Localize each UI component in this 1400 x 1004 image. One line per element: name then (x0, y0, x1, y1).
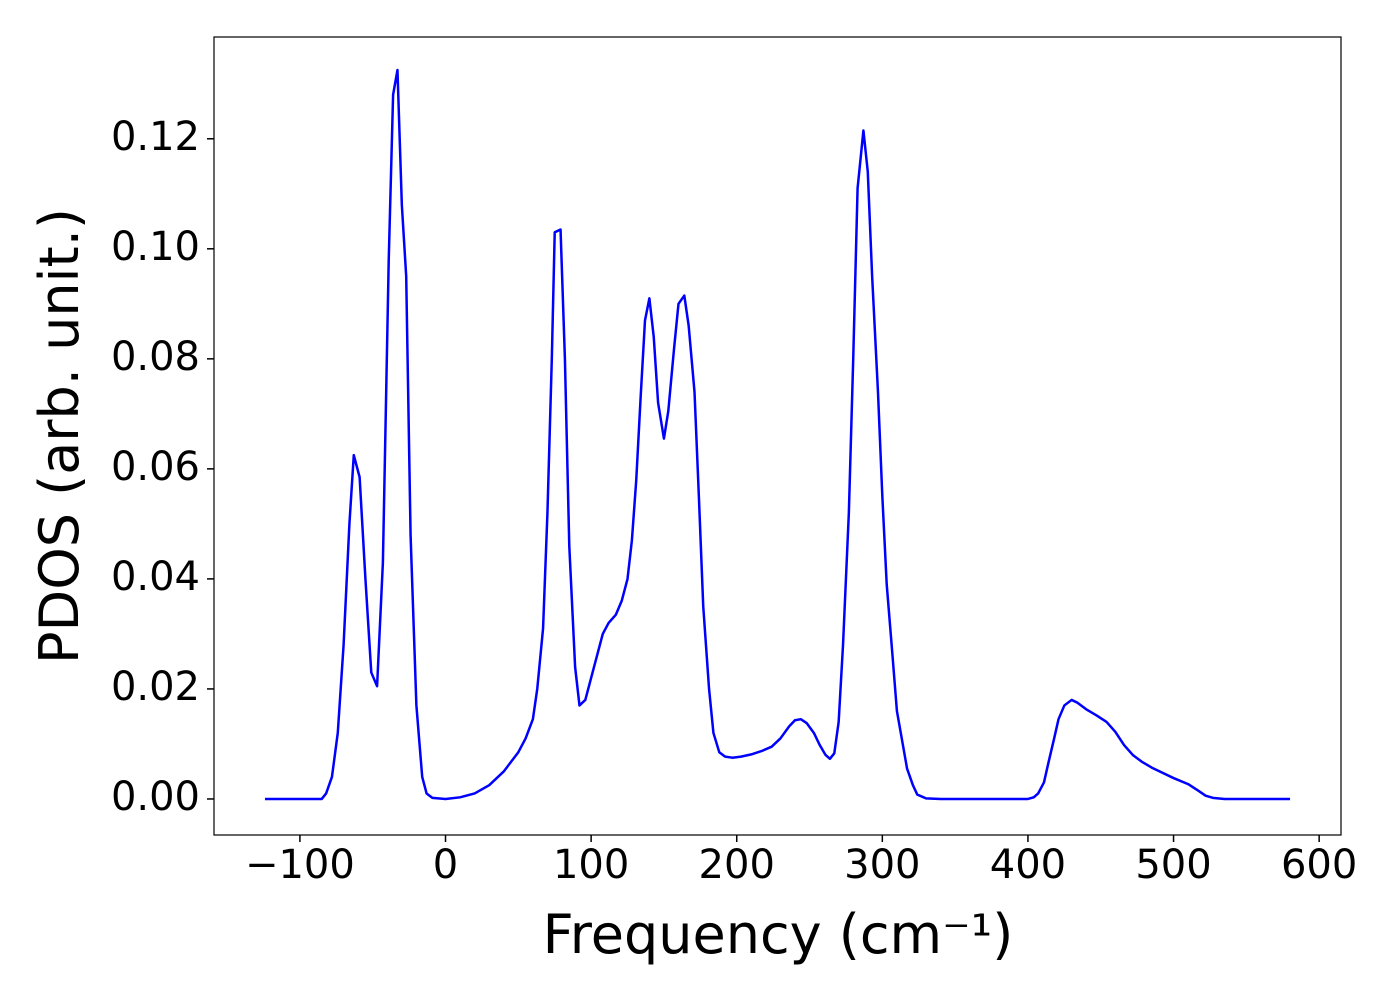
y-tick-label: 0.02 (111, 664, 200, 710)
y-tick-label: 0.04 (111, 554, 200, 600)
x-tick-label: 500 (1135, 842, 1211, 888)
y-tick-label: 0.06 (111, 444, 200, 490)
y-tick-label: 0.12 (111, 114, 200, 160)
y-tick-label: 0.08 (111, 334, 200, 380)
x-tick-label: −100 (245, 842, 355, 888)
line (264, 68, 1291, 801)
x-tick-label: 600 (1281, 842, 1357, 888)
x-axis-label: Frequency (cm⁻¹) (543, 903, 1014, 966)
x-tick-label: 100 (553, 842, 629, 888)
x-tick-label: 300 (844, 842, 920, 888)
x-tick-label: 400 (990, 842, 1066, 888)
plot-frame (213, 36, 1342, 836)
x-tick-label: 0 (433, 842, 458, 888)
y-tick-label: 0.10 (111, 224, 200, 270)
y-axis-label: PDOS (arb. unit.) (28, 208, 91, 664)
y-tick-label: 0.00 (111, 774, 200, 820)
x-tick-label: 200 (699, 842, 775, 888)
